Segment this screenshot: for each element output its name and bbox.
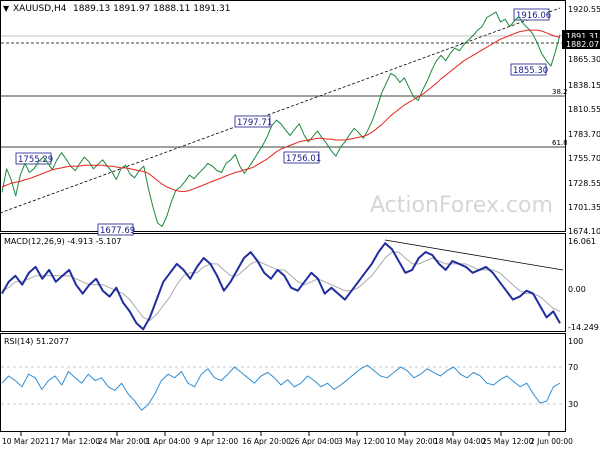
time-tick-label: 3 May 12:00 bbox=[338, 437, 385, 446]
time-tick-label: 18 May 04:00 bbox=[434, 437, 486, 446]
price-tick: 1728.55 bbox=[568, 179, 600, 188]
rsi-tick: 100 bbox=[568, 337, 583, 346]
rsi-tick: 30 bbox=[568, 400, 578, 409]
rsi-line bbox=[1, 364, 561, 411]
watermark: ActionForex.com bbox=[370, 193, 553, 218]
rsi-panel-frame bbox=[0, 333, 566, 432]
time-tick-label: 1 Apr 04:00 bbox=[146, 437, 190, 446]
price-tick: 1838.15 bbox=[568, 81, 600, 90]
annotation-high: 1916.06 bbox=[513, 8, 551, 21]
time-tick-label: 26 Apr 04:00 bbox=[290, 437, 339, 446]
current-price-label: 1891.31 bbox=[566, 32, 599, 41]
annotation-1797: 1797.71 bbox=[234, 115, 272, 128]
macd-trendline bbox=[384, 239, 564, 271]
macd-tick: -14.249 bbox=[568, 323, 599, 332]
price-tick: 1701.35 bbox=[568, 203, 600, 212]
price-tick: 1755.70 bbox=[568, 154, 600, 163]
price-tick: 1674.10 bbox=[568, 227, 600, 236]
trendline bbox=[0, 7, 561, 214]
ref-price-box bbox=[562, 38, 600, 49]
time-tick-label: 10 Mar 2021 bbox=[2, 437, 50, 446]
annotation-recent-low: 1855.30 bbox=[510, 63, 548, 76]
price-tick: 1865.30 bbox=[568, 55, 600, 64]
price-line bbox=[1, 11, 561, 227]
macd-line bbox=[1, 242, 561, 331]
annotation-low-label: 1677.69 bbox=[100, 226, 135, 236]
price-tick: 1783.70 bbox=[568, 130, 600, 139]
macd-tick: 16.061 bbox=[568, 237, 596, 246]
time-tick-label: 10 May 20:00 bbox=[386, 437, 438, 446]
annotation-1756-label: 1756.01 bbox=[286, 154, 321, 164]
rsi-title: RSI(14) 51.2077 bbox=[4, 337, 69, 346]
macd-tick: 0.00 bbox=[568, 285, 586, 294]
ref-price-label: 1882.07 bbox=[566, 40, 599, 49]
annotation-1755-label: 1755.29 bbox=[18, 155, 53, 165]
time-tick-label: 24 Mar 20:00 bbox=[98, 437, 148, 446]
current-price-box bbox=[562, 30, 600, 41]
macd-series bbox=[1, 242, 561, 331]
price-series bbox=[1, 11, 561, 227]
ma-line bbox=[1, 29, 561, 192]
annotation-high-label: 1916.06 bbox=[516, 11, 551, 21]
price-panel-frame bbox=[0, 0, 566, 232]
rsi-series bbox=[1, 364, 561, 411]
time-tick-label: 17 Mar 12:00 bbox=[50, 437, 100, 446]
price-axis: 1920.55 1865.30 1838.15 1810.55 1783.70 … bbox=[568, 5, 600, 236]
macd-panel-frame bbox=[0, 233, 566, 332]
annotation-1756: 1756.01 bbox=[283, 151, 321, 164]
symbol-label: XAUUSD,H4 bbox=[13, 4, 67, 14]
price-tick: 1810.55 bbox=[568, 105, 600, 114]
time-tick-label: 25 May 12:00 bbox=[482, 437, 534, 446]
time-tick-label: 16 Apr 20:00 bbox=[242, 437, 291, 446]
macd-axis: 16.061 0.00 -14.249 bbox=[568, 237, 599, 332]
macd-title: MACD(12,26,9) -4.913 -5.107 bbox=[4, 237, 121, 246]
macd-signal-line bbox=[1, 251, 561, 321]
chart-dropdown-icon[interactable]: ▼ bbox=[3, 4, 10, 13]
rsi-tick: 70 bbox=[568, 363, 578, 372]
annotation-recent-low-label: 1855.30 bbox=[513, 66, 548, 76]
annotation-1797-label: 1797.71 bbox=[237, 118, 272, 128]
rsi-axis: 100 70 30 bbox=[568, 337, 583, 409]
time-tick-label: 2 Jun 00:00 bbox=[530, 437, 573, 446]
price-tick: 1920.55 bbox=[568, 5, 600, 14]
time-tick-label: 9 Apr 12:00 bbox=[194, 437, 238, 446]
fib-61-label: 61.8 bbox=[552, 139, 568, 147]
ohlc-label: 1889.13 1891.97 1888.11 1891.31 bbox=[73, 4, 230, 14]
annotation-low: 1677.69 bbox=[97, 223, 135, 236]
annotation-1755: 1755.29 bbox=[15, 152, 53, 165]
fib-38-label: 38.2 bbox=[552, 88, 568, 96]
